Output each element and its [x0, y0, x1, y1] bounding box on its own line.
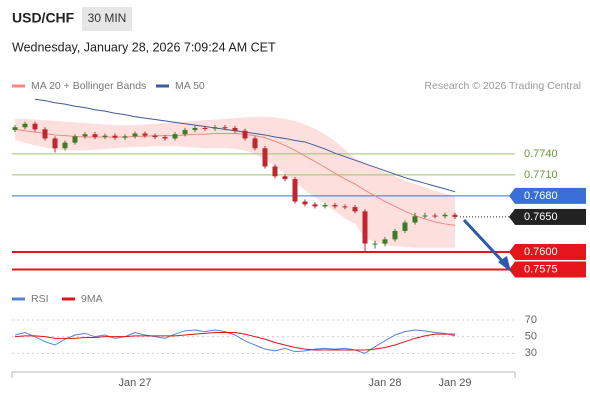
x-tick-label: Jan 29: [438, 377, 471, 389]
indicator-line: [14, 329, 456, 354]
candle-body: [172, 134, 178, 139]
level-tag: [515, 187, 586, 204]
candle-body: [212, 127, 218, 129]
candle-body: [42, 129, 48, 139]
legend-label: MA 50: [175, 80, 205, 92]
candle-body: [432, 215, 438, 217]
candle-body: [82, 134, 88, 137]
credit: Research © 2026 Trading Central: [424, 80, 581, 92]
candle-body: [252, 138, 258, 149]
candle-body: [312, 204, 318, 207]
candle-body: [442, 214, 448, 217]
legend-label: 9MA: [81, 293, 103, 305]
candle-body: [262, 148, 268, 167]
level-tag: [515, 208, 586, 225]
candle-body: [282, 176, 288, 180]
candle-body: [132, 133, 138, 137]
candle-body: [322, 205, 328, 207]
candle-body: [152, 135, 158, 138]
level-tag-point: [509, 261, 515, 278]
candle-body: [352, 207, 358, 212]
bollinger-band: [15, 116, 455, 248]
candle-body: [222, 127, 228, 129]
level-label: 0.7600: [524, 246, 558, 258]
candle-body: [92, 134, 98, 138]
interval-box[interactable]: [82, 7, 132, 31]
candle-body: [22, 123, 28, 128]
level-tag-point: [509, 208, 515, 225]
candle-body: [332, 205, 338, 207]
y-tick-label: 50: [525, 331, 537, 343]
candle-body: [182, 130, 188, 135]
candle-body: [372, 243, 378, 245]
forecast-arrow: [462, 218, 507, 266]
candle-body: [142, 133, 148, 136]
candle-body: [32, 123, 38, 130]
level-tag: [515, 261, 586, 278]
candle-body: [402, 222, 408, 231]
level-label: 0.7740: [524, 148, 558, 160]
candle-body: [62, 142, 68, 149]
candle-body: [192, 127, 198, 131]
candle-body: [392, 230, 398, 240]
x-tick-label: Jan 27: [118, 377, 151, 389]
candle-body: [242, 130, 248, 139]
level-tag-point: [509, 187, 515, 204]
candle-body: [52, 138, 58, 149]
legend-label: RSI: [31, 293, 49, 305]
level-tag-point: [509, 243, 515, 260]
candle-body: [412, 216, 418, 223]
candle-body: [102, 135, 108, 138]
candle-body: [382, 239, 388, 244]
candle-body: [202, 127, 208, 129]
candle-body: [362, 211, 368, 244]
candle-body: [452, 214, 458, 217]
level-label: 0.7650: [524, 211, 558, 223]
candle-body: [72, 136, 78, 143]
x-tick-label: Jan 28: [368, 377, 401, 389]
candle-body: [12, 127, 18, 131]
y-tick-label: 70: [525, 314, 537, 326]
ma-line: [14, 128, 456, 226]
candle-body: [122, 136, 128, 138]
candle-body: [232, 127, 238, 131]
candle-body: [272, 166, 278, 177]
y-tick-label: 30: [525, 347, 537, 359]
candle-body: [162, 137, 168, 139]
level-tag: [515, 243, 586, 260]
candle-body: [302, 201, 308, 205]
candle-body: [112, 135, 118, 138]
indicator-line: [14, 332, 455, 351]
candle-body: [292, 179, 298, 202]
candle-body: [422, 215, 428, 217]
forecast-arrowhead: [498, 256, 511, 272]
symbol: USD/CHF: [12, 10, 75, 26]
candle-body: [342, 206, 348, 208]
level-label: 0.7680: [524, 190, 558, 202]
level-label: 0.7575: [524, 263, 558, 275]
legend-label: MA 20 + Bollinger Bands: [31, 80, 146, 92]
datetime: Wednesday, January 28, 2026 7:09:24 AM C…: [12, 40, 276, 54]
level-label: 0.7710: [524, 169, 558, 181]
interval[interactable]: 30 MIN: [88, 11, 127, 25]
